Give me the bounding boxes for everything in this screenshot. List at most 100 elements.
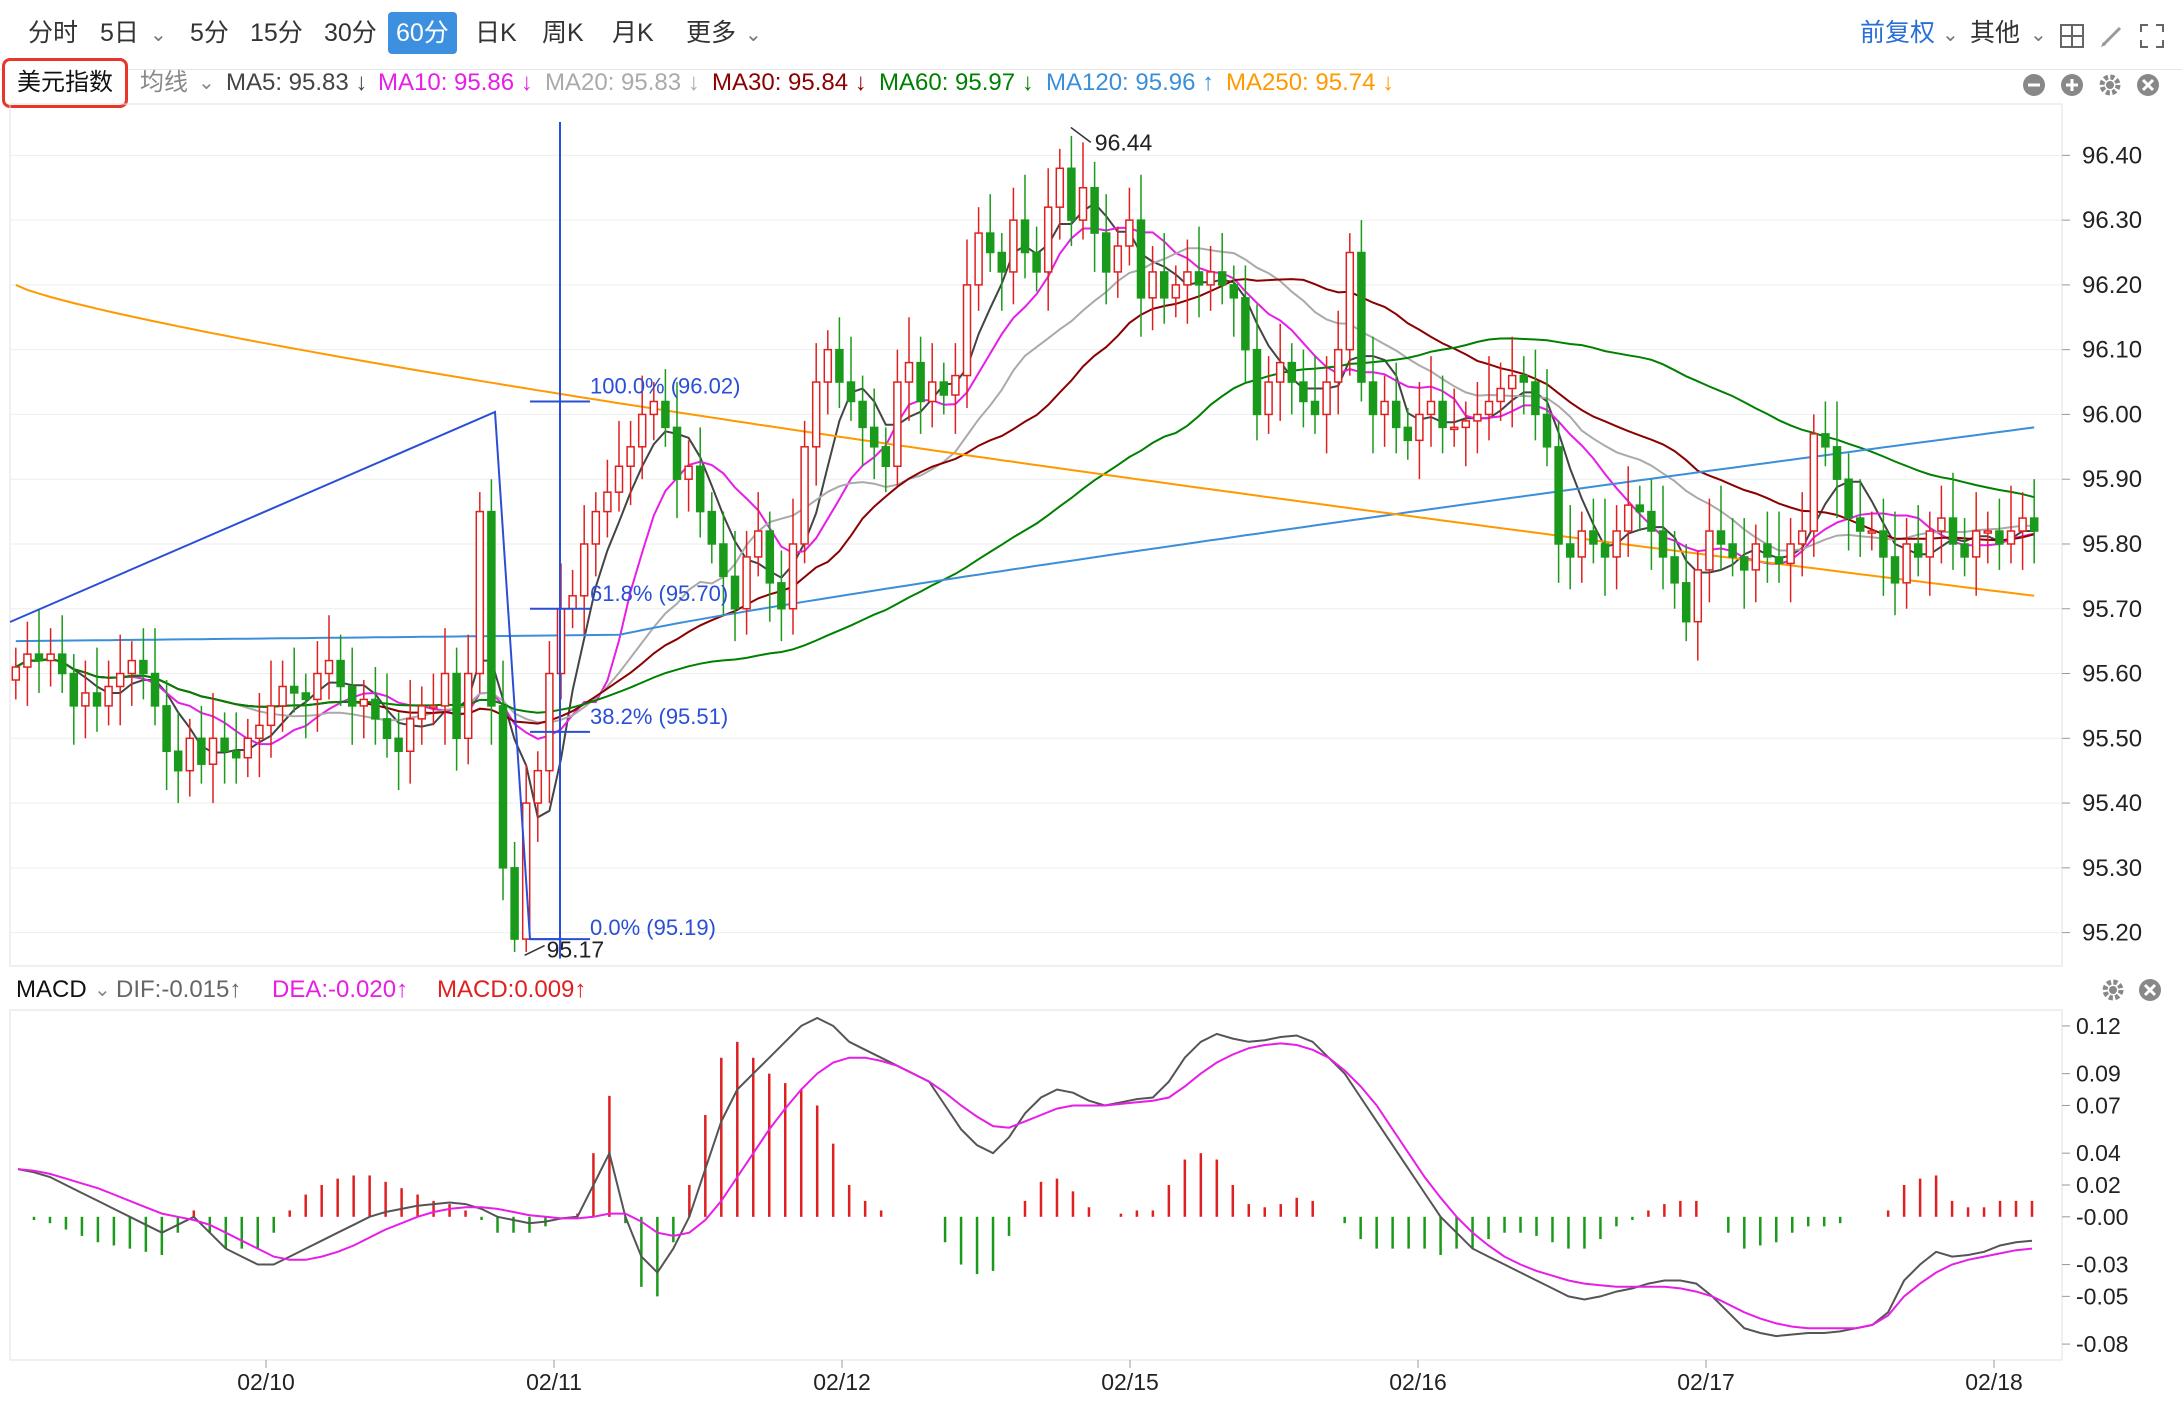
macd-title[interactable]: MACD	[16, 976, 87, 1003]
candle-body	[1299, 381, 1308, 403]
ma30-label: MA30: 95.84 ↓	[712, 69, 867, 96]
candle-body	[139, 659, 148, 675]
y-tick-label: 95.20	[2082, 920, 2142, 947]
candle-body	[1647, 510, 1656, 532]
ma5-line	[15, 201, 2035, 819]
candle-body	[533, 769, 543, 804]
candle-body	[1728, 543, 1737, 558]
candle-body	[800, 446, 809, 545]
tab-60min[interactable]: 60分	[388, 12, 457, 54]
candle-body	[197, 737, 206, 765]
tab-fenshi[interactable]: 分时	[28, 19, 79, 47]
tab-weekly-k[interactable]: 周K	[542, 19, 584, 47]
candle-body	[1658, 530, 1668, 558]
x-tick-label: 02/10	[237, 1369, 295, 1395]
candle-body	[603, 491, 612, 513]
panel-controls	[2023, 74, 2159, 96]
candle-body	[614, 465, 624, 493]
candle-body	[81, 692, 90, 707]
candle-body	[695, 465, 705, 513]
y-tick-label: 95.80	[2082, 531, 2142, 558]
candle-body	[1171, 284, 1181, 299]
gear-icon[interactable]	[2099, 74, 2121, 96]
candle-body	[1194, 271, 1204, 286]
symbol-label[interactable]: 美元指数	[2, 58, 128, 108]
close-circle-icon[interactable]	[2137, 74, 2159, 96]
candle-body	[475, 510, 485, 675]
tab-daily-k[interactable]: 日K	[475, 19, 517, 47]
candle-body	[324, 659, 334, 675]
candle-body	[92, 692, 102, 707]
ma-selector[interactable]: 均线	[140, 69, 188, 96]
x-tick-label: 02/15	[1101, 1369, 1159, 1395]
tab-5min[interactable]: 5分	[190, 19, 229, 47]
dif-line	[17, 1016, 2033, 1338]
chevron-down-icon[interactable]: ⌄	[150, 24, 167, 46]
candle-body	[1241, 297, 1250, 351]
candle-body	[1855, 517, 1865, 532]
candle-body	[684, 465, 693, 480]
candle-body	[1937, 517, 1946, 532]
tab-monthly-k[interactable]: 月K	[612, 19, 654, 47]
candle-body	[1322, 381, 1331, 416]
candle-body	[1763, 543, 1772, 558]
x-tick-label: 02/12	[813, 1369, 871, 1395]
candle-body	[1020, 219, 1030, 254]
candle-body	[371, 698, 380, 720]
candle-body	[1136, 219, 1146, 299]
y-tick-label: 96.20	[2082, 272, 2142, 299]
ma10-line	[15, 226, 2035, 746]
tab-15min[interactable]: 15分	[250, 19, 303, 47]
candle-body	[162, 705, 171, 753]
fuquan-dropdown[interactable]: 前复权	[1860, 19, 1936, 47]
fullscreen-icon[interactable]	[2138, 22, 2166, 50]
chevron-down-icon[interactable]: ⌄	[745, 24, 762, 46]
candle-body	[1345, 251, 1355, 351]
fib-level-label: 61.8% (95.70)	[590, 581, 728, 606]
candle-body	[1484, 400, 1494, 416]
candle-body	[1403, 426, 1413, 442]
ma10-label: MA10: 95.86 ↓	[378, 69, 533, 96]
candle-body	[1554, 446, 1563, 545]
y-tick-label: 95.70	[2082, 596, 2142, 623]
chevron-down-icon[interactable]: ⌄	[1942, 24, 1959, 46]
y-tick-label: 96.30	[2082, 207, 2142, 234]
grid-icon[interactable]	[2058, 22, 2086, 50]
candle-body	[777, 582, 786, 610]
chevron-down-icon[interactable]: ⌄	[2030, 24, 2047, 46]
chevron-down-icon[interactable]: ⌄	[94, 979, 111, 1001]
candle-body	[1159, 271, 1169, 299]
candle-body	[463, 672, 473, 740]
draw-pencil-icon[interactable]	[2098, 22, 2126, 50]
candle-body	[951, 374, 960, 396]
candle-body	[765, 530, 775, 584]
tab-30min[interactable]: 30分	[324, 19, 377, 47]
candle-body	[1148, 271, 1157, 299]
high-label: 96.44	[1095, 129, 1153, 155]
candle-body	[1496, 387, 1505, 403]
other-dropdown[interactable]: 其他	[1970, 19, 2021, 47]
x-tick-label: 02/18	[1965, 1369, 2023, 1395]
candle-body	[1078, 186, 1088, 221]
candle-body	[1774, 556, 1784, 565]
ma60-line	[15, 337, 2035, 714]
minus-circle-icon[interactable]	[2023, 74, 2045, 96]
candle-body	[1844, 478, 1853, 519]
candle-body	[1067, 167, 1076, 221]
chevron-down-icon[interactable]: ⌄	[198, 72, 215, 94]
candle-body	[1751, 543, 1761, 571]
candle-body	[382, 718, 392, 740]
tab-more[interactable]: 更多	[686, 19, 737, 47]
candle-body	[1635, 504, 1645, 513]
candle-body	[788, 543, 798, 610]
candle-body	[289, 685, 299, 694]
gear-icon[interactable]	[2102, 979, 2124, 1001]
macd-value-label: MACD:0.009↑	[437, 976, 587, 1003]
close-circle-icon[interactable]	[2139, 979, 2161, 1001]
tab-5day[interactable]: 5日	[100, 19, 139, 47]
candle-body	[637, 413, 647, 448]
plus-circle-icon[interactable]	[2061, 74, 2083, 96]
y-tick-label: 96.40	[2082, 142, 2142, 169]
candle-body	[649, 400, 659, 416]
